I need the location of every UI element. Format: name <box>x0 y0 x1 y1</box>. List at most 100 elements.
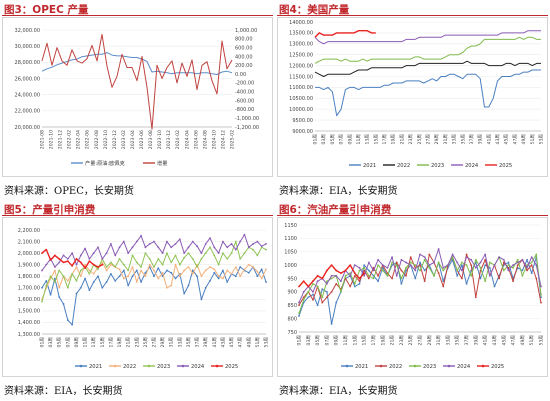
data-point <box>358 280 361 283</box>
data-point <box>405 261 407 264</box>
data-point <box>498 256 501 258</box>
data-point <box>41 300 43 303</box>
data-point <box>391 261 393 264</box>
y-tick-label: 2,200.00 <box>18 228 40 234</box>
data-point <box>400 282 403 285</box>
x-tick-label: 2022-10 <box>103 130 109 149</box>
data-point <box>75 279 78 282</box>
data-point <box>161 263 164 266</box>
data-point <box>353 285 356 288</box>
data-point <box>353 274 356 277</box>
data-point <box>247 263 250 266</box>
data-point <box>54 269 56 272</box>
data-point <box>316 285 319 288</box>
data-point <box>400 269 403 272</box>
data-point <box>196 266 198 268</box>
data-point <box>386 266 389 269</box>
data-point <box>307 285 310 288</box>
y-tick-label: 10000.00 <box>289 107 313 113</box>
data-point <box>460 264 463 267</box>
x-tick-label: 19周 <box>391 134 397 145</box>
data-point <box>474 258 477 261</box>
x-tick-label: 43周 <box>495 134 501 145</box>
data-point <box>131 266 134 268</box>
data-point <box>243 252 246 255</box>
y-tick-label: 1,800.00 <box>18 274 40 280</box>
data-point <box>239 257 242 260</box>
data-point <box>321 288 324 291</box>
data-point <box>144 252 147 255</box>
legend-label: 产量:原油:欧佩克 <box>85 159 125 167</box>
x-tick-label: 45周 <box>504 134 510 145</box>
data-point <box>265 242 267 245</box>
data-point <box>488 274 491 277</box>
data-point <box>170 284 173 287</box>
data-point <box>217 263 220 266</box>
data-point <box>62 261 65 264</box>
title-rule <box>2 15 273 16</box>
x-tick-label: 11周 <box>83 337 89 348</box>
data-point <box>391 277 393 280</box>
data-point <box>414 264 417 267</box>
data-point <box>88 289 91 291</box>
data-point <box>135 281 138 283</box>
data-point <box>363 272 366 275</box>
data-point <box>302 290 305 293</box>
data-point <box>381 269 384 272</box>
data-point <box>49 293 52 296</box>
data-point <box>358 266 361 269</box>
data-point <box>166 269 168 272</box>
data-point <box>428 253 431 256</box>
data-point <box>114 254 117 257</box>
y-tick-label: 950 <box>287 276 297 282</box>
data-point <box>135 261 138 264</box>
data-point <box>353 272 356 275</box>
data-point <box>535 253 538 256</box>
data-point <box>122 269 125 272</box>
y-tick-label: 1,900.00 <box>18 262 40 268</box>
data-point <box>230 242 233 245</box>
y2-tick-label: 400.00 <box>235 54 253 60</box>
x-tick-label: 33周 <box>177 337 183 348</box>
data-point <box>209 246 211 249</box>
data-point <box>127 252 130 255</box>
y-tick-label: 800 <box>287 316 297 322</box>
data-point <box>433 274 435 277</box>
data-point <box>335 301 338 304</box>
legend-marker <box>181 364 185 368</box>
data-point <box>372 266 375 269</box>
x-tick-label: 09周 <box>334 335 340 346</box>
chart-canvas: 2,200.00 2,100.00 2,000.00 1,900.00 1,800.00… <box>18 228 270 370</box>
data-point <box>217 277 220 280</box>
data-point <box>148 263 151 266</box>
data-point <box>535 277 538 280</box>
x-tick-label: 2021-12 <box>58 130 64 149</box>
x-tick-label: 2023-04 <box>130 130 136 149</box>
x-tick-label: 45周 <box>501 335 507 346</box>
data-point <box>358 282 361 285</box>
data-point <box>540 293 542 296</box>
data-point <box>423 269 426 272</box>
data-point <box>191 257 194 260</box>
chart-frame <box>2 217 273 377</box>
data-point <box>222 277 224 280</box>
y2-tick-label: -400.00 <box>235 90 254 96</box>
data-point <box>526 266 528 269</box>
data-point <box>512 266 514 269</box>
data-point <box>234 275 237 278</box>
title-rule <box>277 15 548 16</box>
data-point <box>234 248 237 251</box>
x-tick-label: 51周 <box>530 134 536 145</box>
data-point <box>419 264 421 267</box>
data-point <box>105 252 108 255</box>
data-point <box>428 264 431 267</box>
data-point <box>265 281 267 283</box>
x-tick-label: 35周 <box>186 337 192 348</box>
data-point <box>88 257 91 260</box>
data-point <box>312 280 314 283</box>
x-tick-label: 2024-08 <box>202 130 208 149</box>
legend-label: 2021 <box>89 364 102 370</box>
data-point <box>209 266 211 268</box>
data-point <box>209 237 211 239</box>
data-point <box>140 269 142 272</box>
